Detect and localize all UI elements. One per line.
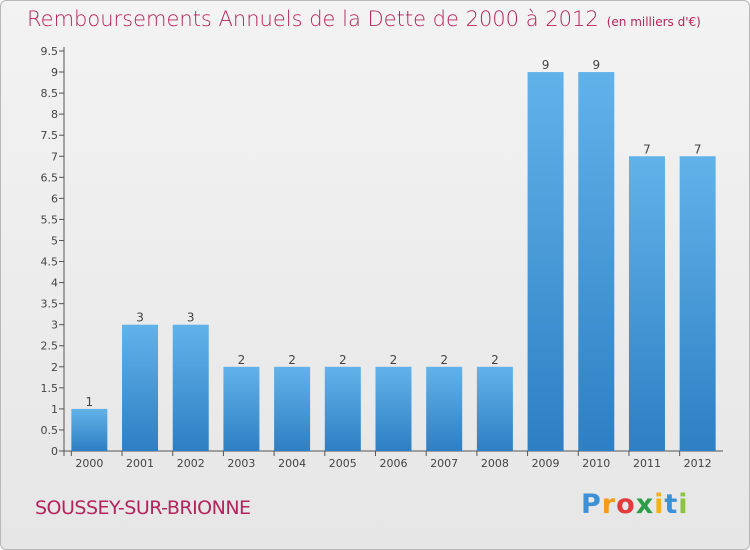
- proxiti-logo: Proxiti: [581, 489, 689, 520]
- y-tick-label: 6: [51, 192, 58, 205]
- logo-letter: i: [678, 489, 689, 520]
- y-tick-label: 0.5: [41, 424, 59, 437]
- data-label: 2: [491, 353, 499, 367]
- bar-2008: [476, 366, 513, 451]
- bar-2002: [172, 324, 209, 451]
- y-tick-label: 1: [51, 403, 58, 416]
- data-label: 9: [542, 58, 550, 72]
- x-tick-label: 2011: [633, 457, 661, 470]
- chart-unit: (en milliers d'€): [606, 15, 701, 29]
- x-tick-label: 2009: [532, 457, 560, 470]
- chart-title: Remboursements Annuels de la Dette de 20…: [27, 7, 599, 31]
- commune-name: SOUSSEY-SUR-BRIONNE: [35, 497, 251, 519]
- x-tick-label: 2012: [684, 457, 712, 470]
- x-tick-label: 2005: [329, 457, 357, 470]
- x-tick-label: 2003: [227, 457, 255, 470]
- y-tick-label: 8: [51, 108, 58, 121]
- logo-letter: o: [616, 489, 636, 520]
- bar-2005: [324, 366, 361, 451]
- x-tick-label: 2000: [75, 457, 103, 470]
- y-tick-label: 3: [51, 319, 58, 332]
- x-tick-label: 2010: [582, 457, 610, 470]
- y-tick-label: 4.5: [41, 256, 59, 269]
- x-tick-label: 2008: [481, 457, 509, 470]
- data-label: 2: [440, 353, 448, 367]
- bar-2010: [578, 72, 615, 451]
- x-tick-label: 2004: [278, 457, 306, 470]
- data-label: 2: [339, 353, 347, 367]
- bar-2001: [122, 324, 159, 451]
- logo-letter: P: [581, 489, 602, 520]
- bar-2012: [679, 156, 716, 451]
- y-tick-label: 9: [51, 66, 58, 79]
- x-tick-label: 2002: [177, 457, 205, 470]
- data-label: 2: [238, 353, 246, 367]
- data-label: 9: [592, 58, 600, 72]
- data-label: 2: [288, 353, 296, 367]
- data-label: 3: [187, 311, 195, 325]
- data-label: 1: [86, 395, 94, 409]
- x-tick-label: 2006: [380, 457, 408, 470]
- y-tick-label: 7: [51, 150, 58, 163]
- logo-letter: t: [664, 489, 679, 520]
- axes: 0 0.5 1 1.5 2 2.5 3 3.5 4 4.5 5 5.5 6 6.5 7 7.5 8 8.5 9 9.5…: [41, 45, 723, 470]
- logo-letter: i: [654, 489, 665, 520]
- y-tick-label: 5.5: [41, 213, 59, 226]
- logo-letter: r: [601, 489, 617, 520]
- data-label: 7: [643, 142, 651, 156]
- y-tick-label: 8.5: [41, 87, 59, 100]
- bar-2006: [375, 366, 412, 451]
- x-tick-label: 2001: [126, 457, 154, 470]
- y-tick-label: 1.5: [41, 382, 59, 395]
- y-tick-label: 5: [51, 234, 58, 247]
- bars: [71, 72, 716, 451]
- logo-letter: x: [635, 489, 655, 520]
- bar-2007: [426, 366, 463, 451]
- data-label: 7: [694, 142, 702, 156]
- y-tick-label: 2: [51, 361, 58, 374]
- data-label: 3: [136, 311, 144, 325]
- y-tick-label: 7.5: [41, 129, 59, 142]
- y-tick-label: 6.5: [41, 171, 59, 184]
- data-labels: 1 3 3 2 2 2 2 2 2 9 9 7 7: [86, 58, 702, 409]
- y-tick-label: 9.5: [41, 45, 59, 58]
- bar-2003: [223, 366, 260, 451]
- bar-2009: [527, 72, 564, 451]
- bar-2000: [71, 408, 108, 451]
- x-tick-label: 2007: [430, 457, 458, 470]
- y-tick-label: 4: [51, 277, 58, 290]
- y-tick-label: 0: [51, 445, 58, 458]
- bar-2004: [274, 366, 311, 451]
- chart-title-block: Remboursements Annuels de la Dette de 20…: [27, 7, 701, 31]
- y-tick-label: 3.5: [41, 298, 59, 311]
- y-tick-label: 2.5: [41, 340, 59, 353]
- bar-2011: [628, 156, 665, 451]
- data-label: 2: [390, 353, 398, 367]
